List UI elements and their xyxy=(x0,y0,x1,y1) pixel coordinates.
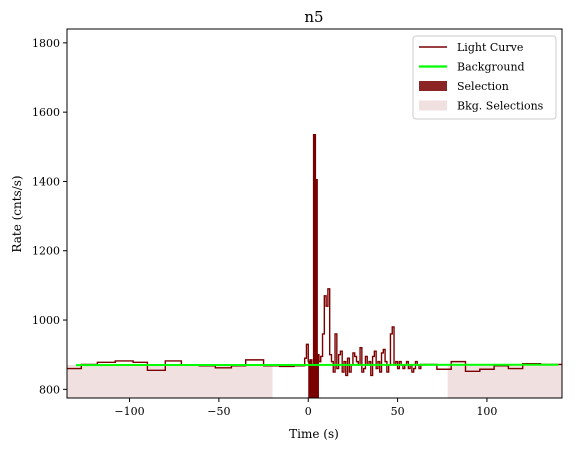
legend-label: Light Curve xyxy=(457,41,523,54)
y-tick-label: 1000 xyxy=(32,314,60,327)
y-axis-label: Rate (cnts/s) xyxy=(10,175,24,252)
legend-label: Bkg. Selections xyxy=(457,100,544,113)
legend-label: Background xyxy=(457,61,525,74)
x-tick-label: 0 xyxy=(305,405,312,418)
legend-label: Selection xyxy=(457,80,509,93)
bkg-selection-band xyxy=(67,365,273,398)
legend-patch-swatch xyxy=(419,100,447,111)
y-tick-label: 1400 xyxy=(32,175,60,188)
x-axis-label: Time (s) xyxy=(289,427,339,441)
legend-patch-swatch xyxy=(419,81,447,91)
x-tick-label: 100 xyxy=(476,405,497,418)
y-tick-label: 1800 xyxy=(32,37,60,50)
y-tick-label: 1600 xyxy=(32,106,60,119)
plot-frame xyxy=(66,28,563,399)
legend: Light Curve Background Selection Bkg. Selec… xyxy=(412,35,557,120)
x-tick-label: 50 xyxy=(391,405,405,418)
selection-fill xyxy=(308,134,319,398)
y-tick-label: 800 xyxy=(39,383,60,396)
y-tick-label: 1200 xyxy=(32,245,60,258)
x-tick-label: −50 xyxy=(207,405,230,418)
legend-frame xyxy=(412,35,557,120)
x-tick-label: −100 xyxy=(114,405,144,418)
chart-marks: −100 −50 0 50 100 800 1000 1200 1400 1600 1800 Ligh… xyxy=(32,28,563,418)
chart-title: n5 xyxy=(304,8,323,26)
bkg-selection-band xyxy=(447,365,562,398)
